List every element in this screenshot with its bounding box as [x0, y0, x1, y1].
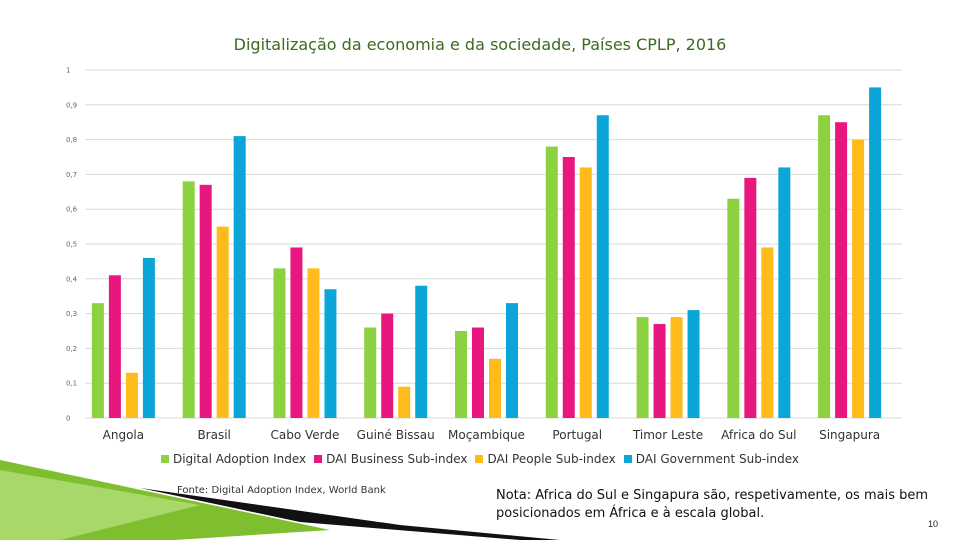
bar — [415, 285, 428, 418]
bar — [216, 226, 229, 418]
x-tick-label: Brasil — [197, 428, 230, 442]
legend-swatch — [314, 455, 323, 463]
legend-swatch — [475, 455, 484, 463]
legend-item-digital-adoption: Digital Adoption Index — [160, 452, 307, 466]
bar — [818, 115, 831, 419]
bar — [324, 289, 337, 418]
y-tick-label: 0,8 — [66, 136, 77, 144]
bar — [596, 115, 609, 419]
page-number: 10 — [928, 519, 939, 529]
decoration-green-wedge-light — [0, 470, 200, 540]
bar — [744, 177, 757, 418]
bar — [761, 247, 774, 418]
bar — [364, 327, 377, 418]
bar — [687, 310, 700, 418]
bar — [307, 268, 320, 418]
y-tick-label: 0,9 — [66, 101, 77, 109]
bar — [290, 247, 303, 418]
x-tick-label: Guiné Bissau — [357, 428, 435, 442]
bar — [233, 136, 246, 418]
note-text: Nota: Africa do Sul e Singapura são, res… — [496, 488, 929, 521]
y-tick-label: 0,6 — [66, 206, 78, 214]
y-tick-label: 0,5 — [66, 241, 77, 249]
legend-label: Digital Adoption Index — [172, 452, 307, 466]
x-tick-label: Africa do Sul — [721, 428, 796, 442]
y-tick-label: 0,2 — [66, 345, 77, 353]
legend-label: DAI Business Sub-index — [326, 452, 468, 466]
bar — [398, 386, 411, 418]
x-tick-label: Angola — [103, 428, 144, 442]
bar — [506, 303, 518, 418]
bar-chart: 0 0,1 0,2 0,3 0,4 0,5 0,6 0,7 0,8 0,9 1 Angola Brasi… — [66, 67, 902, 443]
x-tick-label: Moçambique — [448, 428, 525, 442]
bar — [489, 358, 501, 418]
bar — [472, 327, 484, 418]
bar — [778, 167, 791, 418]
source-text: Fonte: Digital Adoption Index, World Ban… — [177, 485, 386, 496]
chart-title: Digitalização da economia e da sociedade… — [233, 35, 727, 54]
bar — [562, 157, 575, 418]
bar — [670, 317, 683, 418]
bar — [182, 181, 195, 418]
bar — [545, 146, 558, 418]
y-tick-label: 0,4 — [66, 275, 78, 283]
x-tick-label: Singapura — [819, 428, 880, 442]
chart-legend: Digital Adoption Index DAI Business Sub-… — [0, 452, 960, 466]
legend-label: DAI Government Sub-index — [635, 452, 799, 466]
bar — [199, 184, 212, 418]
bar — [653, 324, 666, 418]
bar — [852, 139, 865, 418]
bar — [108, 275, 121, 418]
legend-swatch — [160, 455, 169, 463]
y-tick-label: 0,3 — [66, 310, 77, 318]
legend-label: DAI People Sub-index — [487, 452, 616, 466]
y-tick-label: 1 — [66, 67, 70, 75]
y-tick-label: 0,7 — [66, 171, 77, 179]
bar — [273, 268, 286, 418]
legend-item-dai-government: DAI Government Sub-index — [623, 452, 799, 466]
legend-item-dai-people: DAI People Sub-index — [475, 452, 616, 466]
bar — [727, 198, 740, 418]
y-tick-label: 0,1 — [66, 380, 77, 388]
bar — [381, 313, 394, 418]
y-tick-label: 0 — [66, 415, 70, 423]
legend-item-dai-business: DAI Business Sub-index — [314, 452, 467, 466]
x-tick-label: Cabo Verde — [270, 428, 339, 442]
x-tick-label: Portugal — [552, 428, 602, 442]
x-tick-label: Timor Leste — [632, 428, 703, 442]
bar — [579, 167, 592, 418]
legend-swatch — [623, 455, 632, 463]
bar — [455, 331, 467, 418]
bar — [125, 372, 138, 418]
bar — [869, 87, 882, 419]
bar — [91, 303, 104, 418]
bar — [835, 122, 848, 418]
bar — [636, 317, 649, 418]
bars-layer — [91, 87, 882, 419]
bar — [142, 257, 155, 418]
labels-layer: 0 0,1 0,2 0,3 0,4 0,5 0,6 0,7 0,8 0,9 1 Angola Brasi… — [66, 67, 880, 443]
